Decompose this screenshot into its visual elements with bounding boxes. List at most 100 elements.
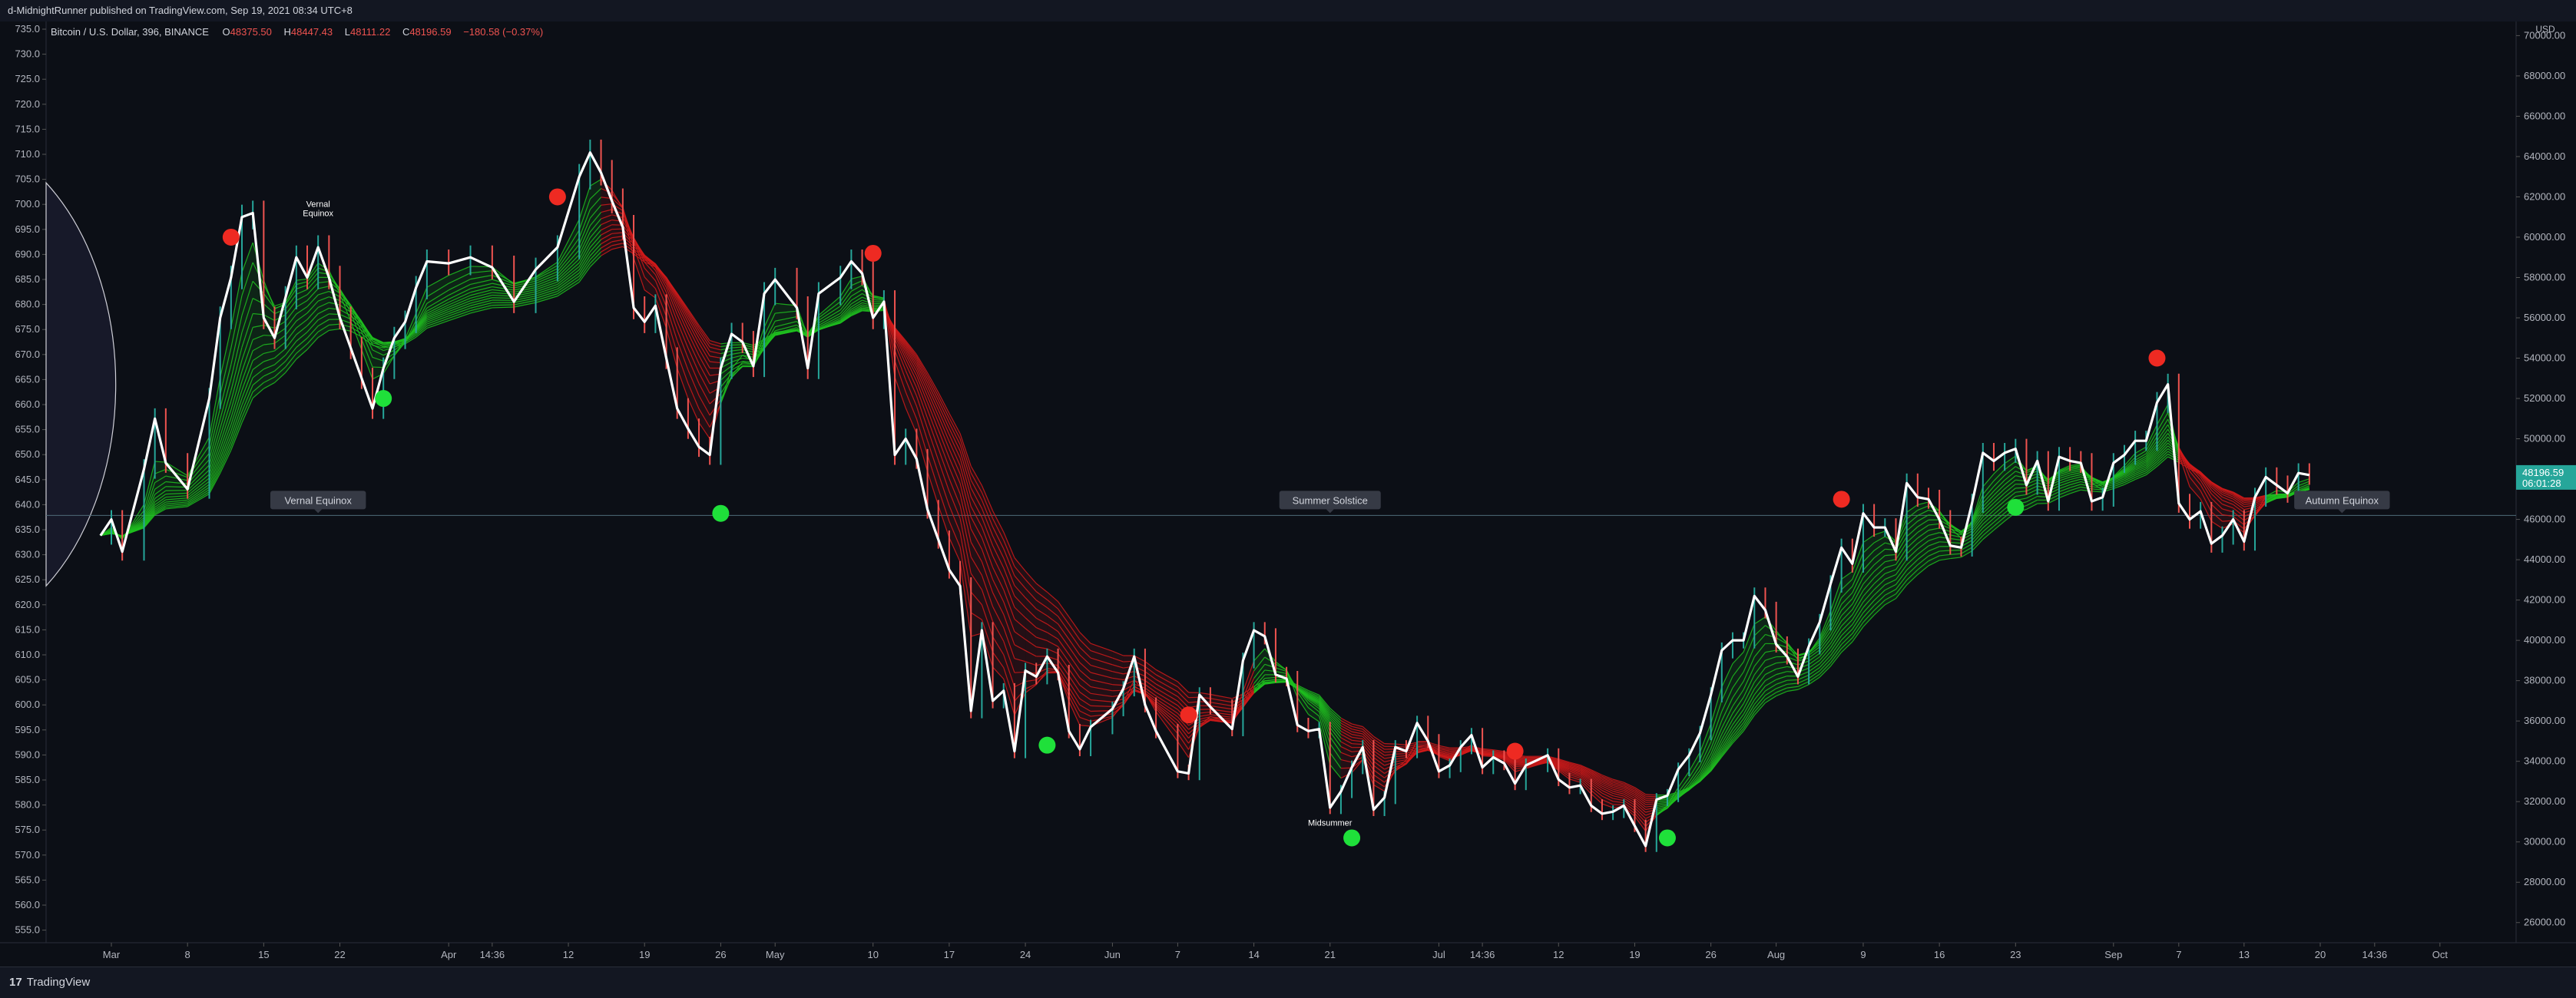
ribbon-fill: [296, 279, 307, 359]
symbol-title: Bitcoin / U.S. Dollar, 396, BINANCE: [51, 26, 209, 38]
x-tick-label: 7: [2176, 949, 2181, 960]
sell-signal-dot: [1833, 491, 1850, 507]
x-tick-label: 8: [185, 949, 190, 960]
right-tick-label: 32000.00: [2524, 795, 2565, 807]
right-tick-label: 70000.00: [2524, 29, 2565, 41]
event-label: Midsummer: [1308, 819, 1353, 828]
sell-signal-dot: [1180, 706, 1197, 723]
left-tick-label: 660.0: [15, 398, 40, 410]
left-tick-label: 630.0: [15, 549, 40, 560]
x-tick-label: 24: [1020, 949, 1031, 960]
sell-signal-dot: [865, 245, 882, 262]
flag-annotation-text: Autumn Equinox: [2306, 494, 2379, 506]
x-tick-label: 12: [1553, 949, 1564, 960]
left-tick-label: 700.0: [15, 198, 40, 210]
buy-signal-dot: [375, 390, 392, 407]
flag-annotation-text: Summer Solstice: [1293, 494, 1368, 506]
x-tick-label: 20: [2315, 949, 2326, 960]
left-tick-label: 585.0: [15, 774, 40, 785]
brand-name: TradingView: [27, 976, 91, 989]
left-tick-label: 720.0: [15, 98, 40, 110]
ribbon-fill: [1754, 617, 1765, 715]
right-tick-label: 58000.00: [2524, 271, 2565, 283]
buy-signal-dot: [712, 505, 729, 522]
left-tick-label: 575.0: [15, 824, 40, 835]
publisher-text: d-MidnightRunner published on TradingVie…: [8, 5, 353, 16]
ribbon-line: [1396, 754, 1406, 755]
ribbon-line: [372, 367, 383, 368]
ribbon-line: [1787, 679, 1798, 680]
left-tick-label: 715.0: [15, 123, 40, 134]
right-tick-label: 38000.00: [2524, 675, 2565, 686]
x-tick-label: 15: [258, 949, 269, 960]
x-tick-label: 19: [1629, 949, 1640, 960]
right-tick-label: 66000.00: [2524, 110, 2565, 121]
close-label: C: [402, 26, 409, 38]
left-tick-label: 690.0: [15, 248, 40, 259]
left-tick-label: 735.0: [15, 23, 40, 35]
sell-signal-dot: [549, 188, 566, 205]
left-tick-label: 680.0: [15, 299, 40, 310]
right-tick-label: 64000.00: [2524, 150, 2565, 162]
x-tick-label: 26: [715, 949, 726, 960]
x-tick-label: 12: [563, 949, 574, 960]
right-tick-label: 42000.00: [2524, 594, 2565, 606]
ribbon-line: [1200, 709, 1210, 710]
tv-mark-icon: 17: [9, 976, 22, 989]
buy-signal-dot: [1343, 829, 1360, 846]
sell-signal-dot: [223, 229, 240, 246]
change-value: −180.58 (−0.37%): [463, 26, 543, 38]
x-tick-label: May: [766, 949, 785, 960]
ribbon-line: [492, 305, 514, 306]
x-tick-label: Apr: [441, 949, 457, 960]
right-tick-label: 54000.00: [2524, 352, 2565, 364]
event-label: Equinox: [303, 210, 333, 219]
right-tick-label: 68000.00: [2524, 70, 2565, 81]
left-tick-label: 645.0: [15, 474, 40, 485]
ribbon-fill: [1091, 643, 1112, 726]
left-tick-label: 615.0: [15, 623, 40, 635]
ribbon-fill: [1863, 535, 1874, 627]
right-tick-label: 36000.00: [2524, 715, 2565, 726]
left-tick-label: 580.0: [15, 799, 40, 811]
buy-signal-dot: [1659, 829, 1676, 846]
right-tick-label: 26000.00: [2524, 917, 2565, 928]
x-tick-label: 21: [1325, 949, 1336, 960]
last-price-value: 48196.59: [2522, 467, 2564, 478]
ohlc-legend: Bitcoin / U.S. Dollar, 396, BINANCE O483…: [51, 26, 552, 38]
left-tick-label: 625.0: [15, 573, 40, 585]
tradingview-logo[interactable]: 17 TradingView: [9, 976, 90, 989]
x-tick-label: Oct: [2432, 949, 2449, 960]
price-chart[interactable]: 735.0730.0725.0720.0715.0710.0705.0700.0…: [0, 21, 2576, 966]
buy-signal-dot: [2007, 499, 2024, 516]
ribbon-line: [873, 299, 884, 300]
x-tick-label: 16: [1934, 949, 1945, 960]
left-tick-label: 600.0: [15, 699, 40, 710]
ribbon-line: [1515, 764, 1526, 765]
left-tick-label: 635.0: [15, 524, 40, 535]
left-tick-label: 565.0: [15, 874, 40, 885]
left-tick-label: 655.0: [15, 424, 40, 435]
ribbon-line: [1417, 745, 1428, 746]
x-tick-label: Jun: [1104, 949, 1121, 960]
right-tick-label: 62000.00: [2524, 190, 2565, 202]
x-tick-label: 14:36: [2362, 949, 2388, 960]
left-tick-label: 595.0: [15, 724, 40, 735]
sell-signal-dot: [1507, 743, 1524, 760]
x-tick-label: 14: [1248, 949, 1259, 960]
left-tick-label: 590.0: [15, 748, 40, 760]
x-tick-label: Mar: [103, 949, 121, 960]
right-tick-label: 56000.00: [2524, 312, 2565, 323]
left-tick-label: 670.0: [15, 349, 40, 360]
left-tick-label: 555.0: [15, 924, 40, 936]
x-tick-label: 14:36: [1470, 949, 1495, 960]
x-tick-label: 9: [1860, 949, 1866, 960]
left-tick-label: 695.0: [15, 223, 40, 235]
right-tick-label: 30000.00: [2524, 836, 2565, 848]
x-tick-label: 13: [2239, 949, 2250, 960]
x-tick-label: 7: [1175, 949, 1180, 960]
open-label: O: [223, 26, 230, 38]
right-tick-label: 52000.00: [2524, 392, 2565, 404]
left-tick-label: 610.0: [15, 649, 40, 660]
